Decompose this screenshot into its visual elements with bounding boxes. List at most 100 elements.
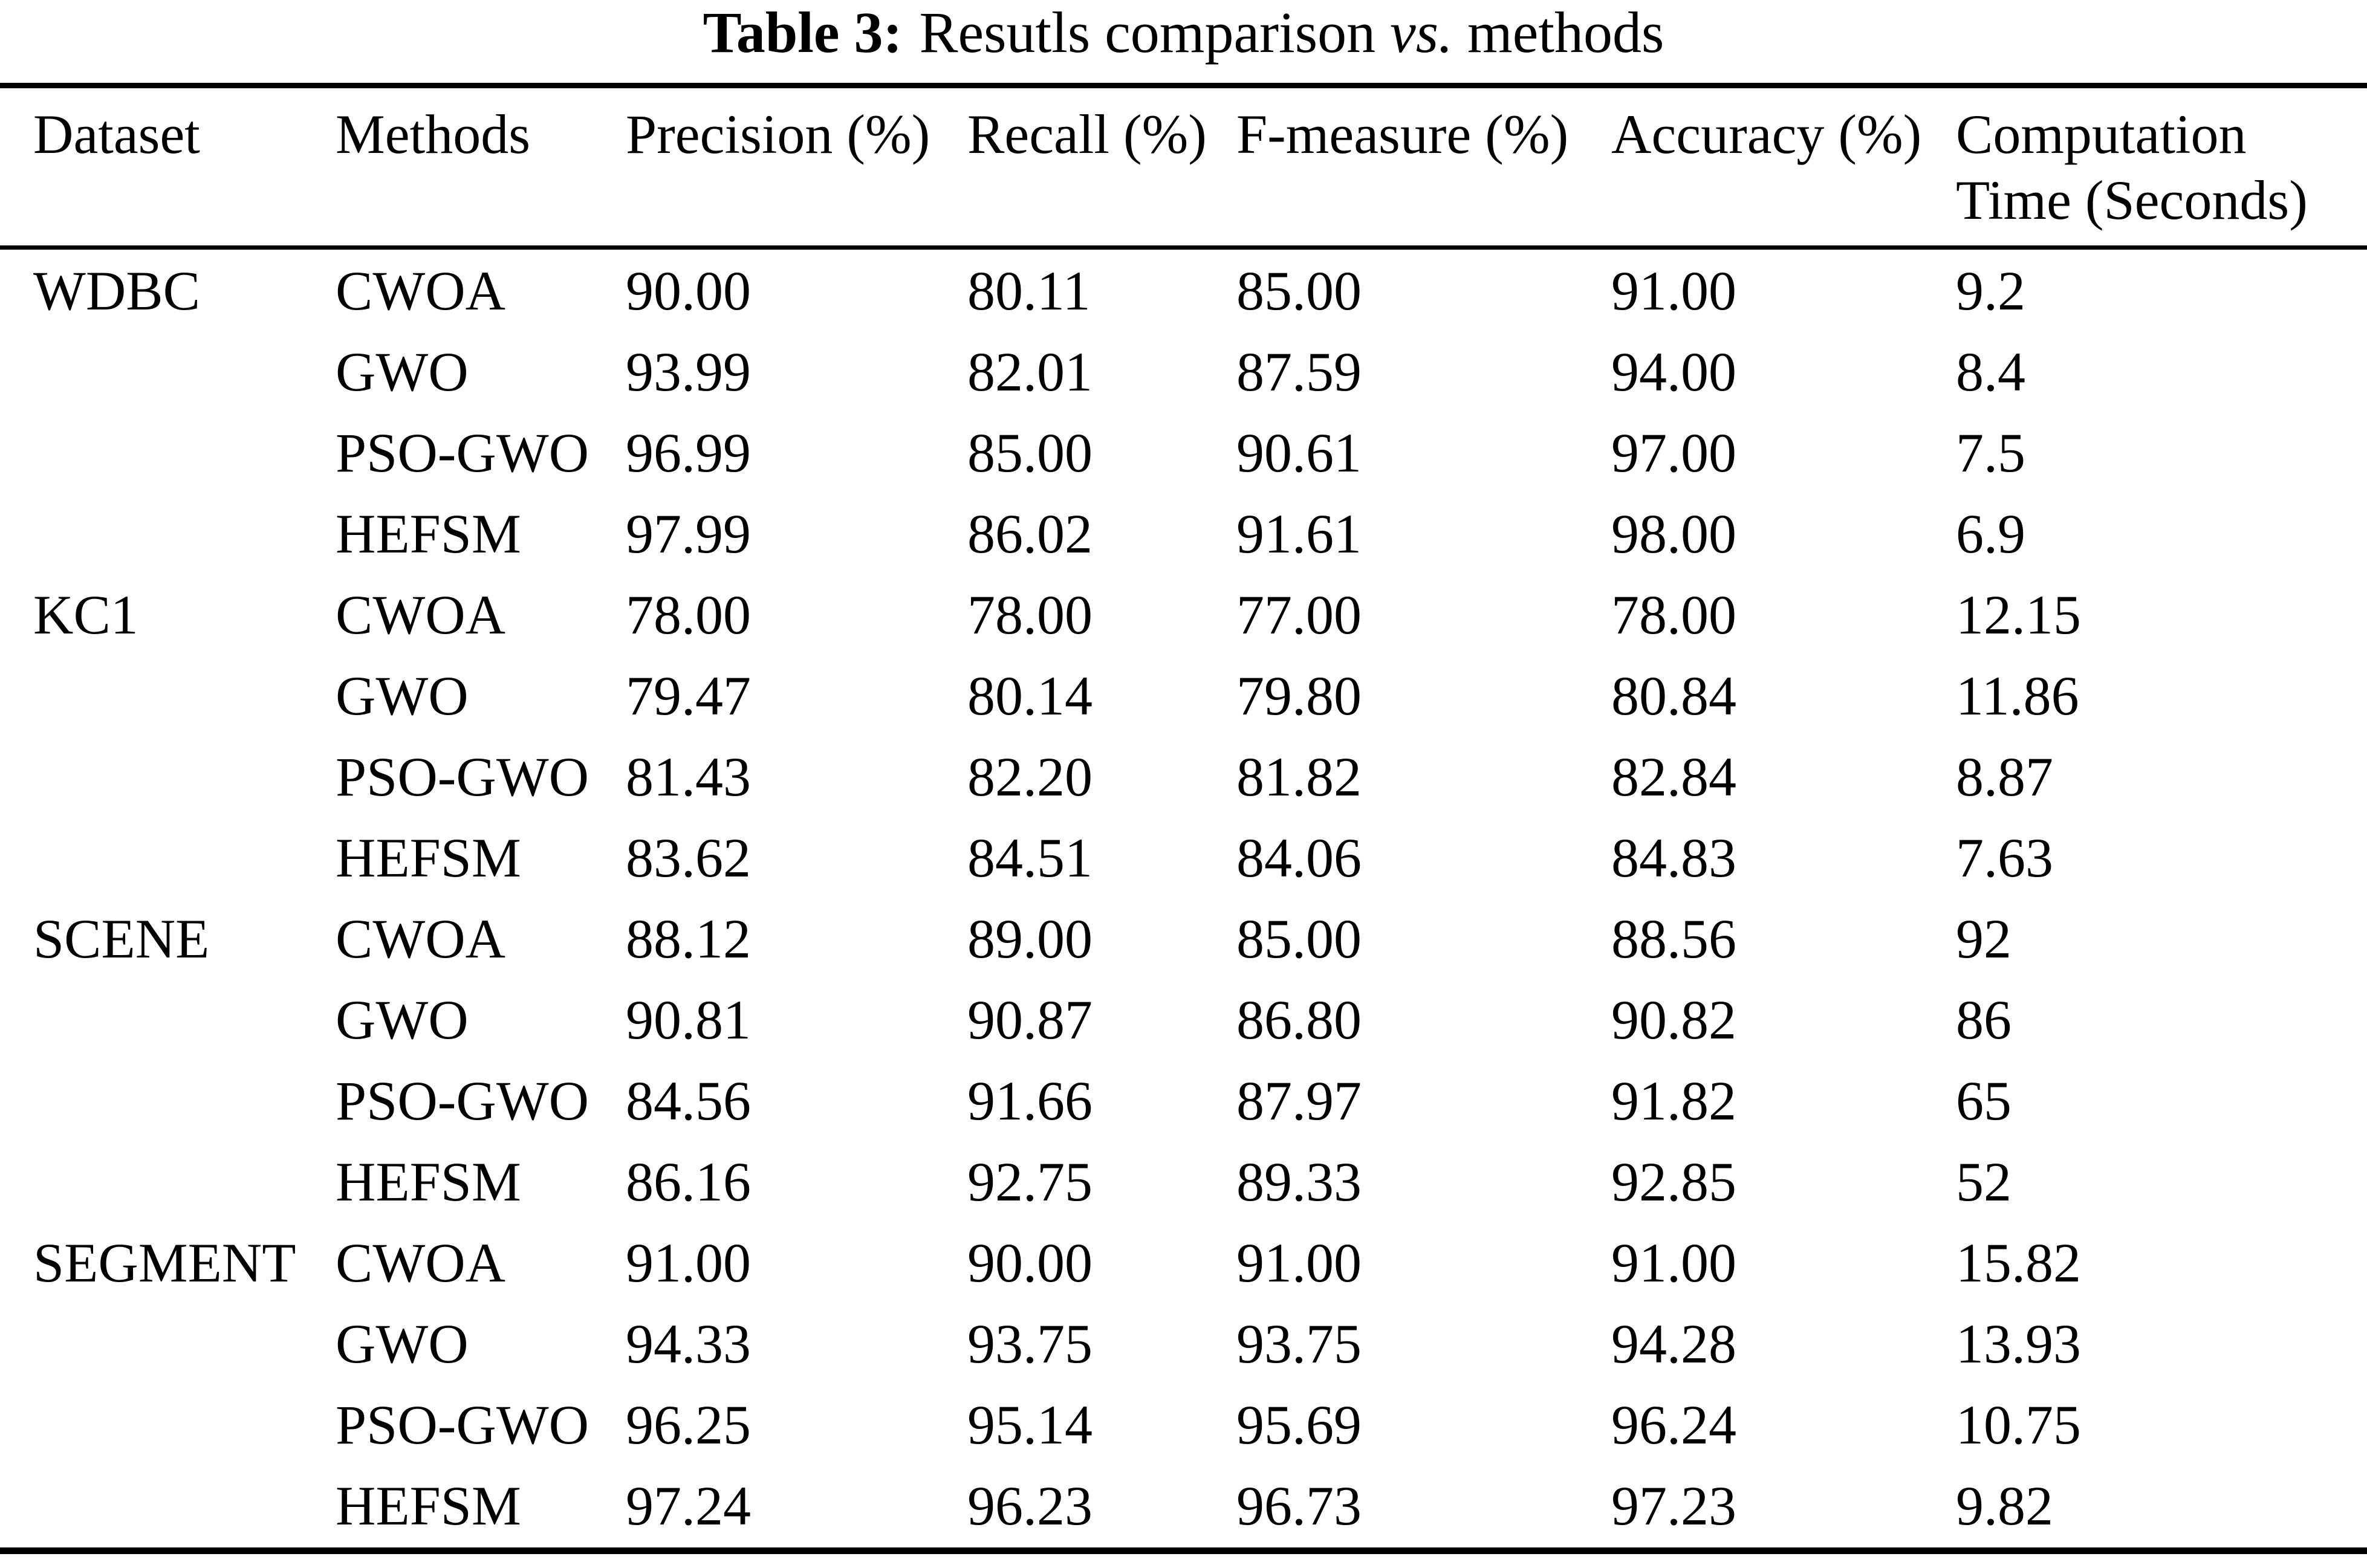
method-cell: GWO bbox=[336, 1313, 469, 1375]
table-row: HEFSM 83.62 84.51 84.06 84.83 7.63 bbox=[0, 817, 2367, 898]
method-cell: CWOA bbox=[336, 1232, 506, 1294]
precision-cell: 90.81 bbox=[626, 989, 751, 1051]
table-row: PSO-GWO 96.25 95.14 95.69 96.24 10.75 bbox=[0, 1384, 2367, 1465]
table-row: PSO-GWO 81.43 82.20 81.82 82.84 8.87 bbox=[0, 736, 2367, 817]
method-cell: GWO bbox=[336, 989, 469, 1051]
table-row: HEFSM 97.99 86.02 91.61 98.00 6.9 bbox=[0, 493, 2367, 574]
recall-cell: 85.00 bbox=[967, 422, 1093, 484]
top-rule bbox=[0, 83, 2367, 88]
accuracy-cell: 91.00 bbox=[1611, 260, 1736, 322]
time-cell: 15.82 bbox=[1956, 1232, 2081, 1294]
header-label: Methods bbox=[336, 103, 530, 165]
method-cell: GWO bbox=[336, 341, 469, 403]
table-row: PSO-GWO 84.56 91.66 87.97 91.82 65 bbox=[0, 1060, 2367, 1141]
accuracy-cell: 84.83 bbox=[1611, 827, 1736, 889]
method-cell: HEFSM bbox=[336, 827, 521, 889]
fmeasure-cell: 89.33 bbox=[1236, 1151, 1362, 1213]
recall-cell: 90.87 bbox=[967, 989, 1093, 1051]
time-cell: 7.63 bbox=[1956, 827, 2053, 889]
method-cell: PSO-GWO bbox=[336, 746, 589, 808]
fmeasure-cell: 91.00 bbox=[1236, 1232, 1362, 1294]
accuracy-cell: 92.85 bbox=[1611, 1151, 1736, 1213]
caption-vs: vs. bbox=[1390, 0, 1453, 65]
caption-label: Table 3: bbox=[703, 0, 903, 65]
precision-cell: 96.25 bbox=[626, 1394, 751, 1456]
fmeasure-cell: 95.69 bbox=[1236, 1394, 1362, 1456]
accuracy-cell: 96.24 bbox=[1611, 1394, 1736, 1456]
column-header-methods: Methods bbox=[336, 102, 626, 167]
recall-cell: 90.00 bbox=[967, 1232, 1093, 1294]
column-header-recall: Recall (%) bbox=[967, 102, 1236, 167]
dataset-cell: SCENE bbox=[33, 908, 210, 970]
time-cell: 65 bbox=[1956, 1070, 2011, 1132]
fmeasure-cell: 91.61 bbox=[1236, 503, 1362, 565]
time-cell: 52 bbox=[1956, 1151, 2011, 1213]
dataset-cell: KC1 bbox=[33, 584, 138, 646]
fmeasure-cell: 79.80 bbox=[1236, 665, 1362, 727]
accuracy-cell: 80.84 bbox=[1611, 665, 1736, 727]
table-body: WDBC CWOA 90.00 80.11 85.00 91.00 9.2 GW… bbox=[0, 250, 2367, 1546]
table-row: SCENE CWOA 88.12 89.00 85.00 88.56 92 bbox=[0, 898, 2367, 979]
fmeasure-cell: 81.82 bbox=[1236, 746, 1362, 808]
column-header-computation-time: Computation Time (Seconds) bbox=[1956, 102, 2367, 233]
fmeasure-cell: 93.75 bbox=[1236, 1313, 1362, 1375]
method-cell: CWOA bbox=[336, 584, 506, 646]
time-cell: 8.4 bbox=[1956, 341, 2025, 403]
method-cell: CWOA bbox=[336, 260, 506, 322]
accuracy-cell: 94.28 bbox=[1611, 1313, 1736, 1375]
recall-cell: 82.20 bbox=[967, 746, 1093, 808]
column-header-accuracy: Accuracy (%) bbox=[1611, 102, 1956, 167]
accuracy-cell: 82.84 bbox=[1611, 746, 1736, 808]
table-row: GWO 94.33 93.75 93.75 94.28 13.93 bbox=[0, 1303, 2367, 1384]
recall-cell: 96.23 bbox=[967, 1475, 1093, 1537]
column-header-fmeasure: F-measure (%) bbox=[1236, 102, 1611, 167]
method-cell: PSO-GWO bbox=[336, 1394, 589, 1456]
caption-text-tail: methods bbox=[1467, 0, 1664, 65]
fmeasure-cell: 85.00 bbox=[1236, 260, 1362, 322]
accuracy-cell: 78.00 bbox=[1611, 584, 1736, 646]
method-cell: CWOA bbox=[336, 908, 506, 970]
precision-cell: 81.43 bbox=[626, 746, 751, 808]
recall-cell: 93.75 bbox=[967, 1313, 1093, 1375]
accuracy-cell: 98.00 bbox=[1611, 503, 1736, 565]
method-cell: HEFSM bbox=[336, 1475, 521, 1537]
precision-cell: 91.00 bbox=[626, 1232, 751, 1294]
time-cell: 9.82 bbox=[1956, 1475, 2053, 1537]
time-cell: 6.9 bbox=[1956, 503, 2025, 565]
accuracy-cell: 88.56 bbox=[1611, 908, 1736, 970]
table-row: GWO 90.81 90.87 86.80 90.82 86 bbox=[0, 979, 2367, 1060]
caption-text: Resutls comparison bbox=[919, 0, 1376, 65]
time-cell: 13.93 bbox=[1956, 1313, 2081, 1375]
precision-cell: 88.12 bbox=[626, 908, 751, 970]
recall-cell: 80.11 bbox=[967, 260, 1091, 322]
fmeasure-cell: 84.06 bbox=[1236, 827, 1362, 889]
recall-cell: 89.00 bbox=[967, 908, 1093, 970]
precision-cell: 97.24 bbox=[626, 1475, 751, 1537]
recall-cell: 80.14 bbox=[967, 665, 1093, 727]
dataset-cell: SEGMENT bbox=[33, 1232, 296, 1294]
recall-cell: 84.51 bbox=[967, 827, 1093, 889]
precision-cell: 96.99 bbox=[626, 422, 751, 484]
recall-cell: 92.75 bbox=[967, 1151, 1093, 1213]
header-label: F-measure (%) bbox=[1236, 103, 1569, 165]
fmeasure-cell: 85.00 bbox=[1236, 908, 1362, 970]
column-header-dataset: Dataset bbox=[33, 102, 336, 167]
time-cell: 12.15 bbox=[1956, 584, 2081, 646]
time-cell: 86 bbox=[1956, 989, 2011, 1051]
precision-cell: 97.99 bbox=[626, 503, 751, 565]
recall-cell: 91.66 bbox=[967, 1070, 1093, 1132]
precision-cell: 83.62 bbox=[626, 827, 751, 889]
method-cell: GWO bbox=[336, 665, 469, 727]
accuracy-cell: 94.00 bbox=[1611, 341, 1736, 403]
header-label: Dataset bbox=[33, 103, 200, 165]
precision-cell: 84.56 bbox=[626, 1070, 751, 1132]
time-cell: 7.5 bbox=[1956, 422, 2025, 484]
precision-cell: 93.99 bbox=[626, 341, 751, 403]
recall-cell: 95.14 bbox=[967, 1394, 1093, 1456]
fmeasure-cell: 96.73 bbox=[1236, 1475, 1362, 1537]
accuracy-cell: 97.23 bbox=[1611, 1475, 1736, 1537]
precision-cell: 86.16 bbox=[626, 1151, 751, 1213]
header-label: Precision (%) bbox=[626, 103, 930, 165]
table-row: HEFSM 86.16 92.75 89.33 92.85 52 bbox=[0, 1141, 2367, 1222]
table-caption: Table 3: Resutls comparison vs. methods bbox=[0, 0, 2367, 65]
